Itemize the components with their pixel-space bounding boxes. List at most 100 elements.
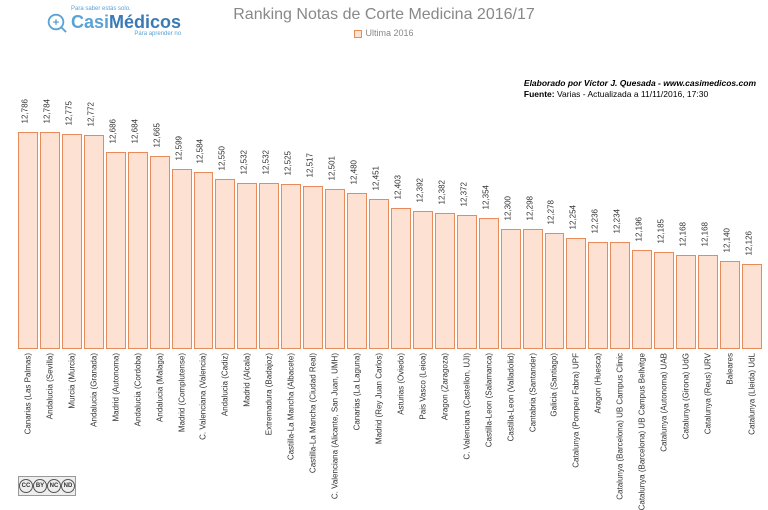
bar-value-label: 12,278 bbox=[547, 200, 556, 224]
bar: 12,684 bbox=[128, 152, 148, 349]
bar-category-label: Galicia (Santiago) bbox=[550, 353, 559, 417]
bar-value-label: 12,786 bbox=[20, 99, 29, 123]
bar-value-label: 12,392 bbox=[415, 178, 424, 202]
bar-value-label: 12,550 bbox=[218, 146, 227, 170]
bar-category-label: Aragon (Zaragoza) bbox=[440, 353, 449, 420]
bar: 12,298 bbox=[523, 229, 543, 349]
bar: 12,517 bbox=[303, 186, 323, 349]
bar-category-label: Pais Vasco (Leioa) bbox=[418, 353, 427, 420]
bar-value-label: 12,517 bbox=[306, 153, 315, 177]
bar: 12,168 bbox=[676, 255, 696, 349]
bar-category-label: Madrid (Autonoma) bbox=[111, 353, 120, 421]
bar-category-label: Catalunya (Barcelona) UB Campus Clinic bbox=[616, 353, 625, 500]
bar: 12,196 bbox=[632, 250, 652, 349]
bar-category-label: Andalucia (Malaga) bbox=[155, 353, 164, 422]
bar-category-label: Extremadura (Badajoz) bbox=[265, 353, 274, 435]
bar-value-label: 12,196 bbox=[635, 217, 644, 241]
bar: 12,354 bbox=[479, 218, 499, 349]
bar-value-label: 12,686 bbox=[108, 119, 117, 143]
bar-category-label: Aragon (Huesca) bbox=[594, 353, 603, 413]
bar: 12,532 bbox=[259, 183, 279, 349]
bar: 12,392 bbox=[413, 211, 433, 349]
bar: 12,525 bbox=[281, 184, 301, 349]
bar: 12,300 bbox=[501, 229, 521, 349]
bar: 12,185 bbox=[654, 252, 674, 349]
bar-value-label: 12,599 bbox=[174, 136, 183, 160]
logo-icon bbox=[45, 11, 67, 33]
bar-value-label: 12,298 bbox=[525, 196, 534, 220]
bar-value-label: 12,126 bbox=[744, 231, 753, 255]
chart-area: 12,78612,78412,77512,77212,68612,68412,6… bbox=[18, 55, 762, 474]
legend-label: Ultima 2016 bbox=[365, 28, 413, 38]
bar: 12,236 bbox=[588, 242, 608, 349]
bar: 12,382 bbox=[435, 213, 455, 349]
bar: 12,532 bbox=[237, 183, 257, 349]
bar-value-label: 12,168 bbox=[701, 222, 710, 246]
bar-category-label: Catalunya (Girona) UdG bbox=[682, 353, 691, 439]
bar: 12,550 bbox=[215, 179, 235, 349]
logo-name: CasiMédicos bbox=[71, 13, 181, 31]
bar-category-label: Andalucia (Cadiz) bbox=[221, 353, 230, 416]
bar-category-label: Madrid (Alcala) bbox=[243, 353, 252, 407]
bar: 12,278 bbox=[545, 233, 565, 349]
bar-category-label: Catalunya (Pompeu Fabra) UPF bbox=[572, 353, 581, 468]
bar-category-label: C. Valenciana (Valencia) bbox=[199, 353, 208, 440]
bar-category-label: Andalucia (Granada) bbox=[89, 353, 98, 427]
bar-value-label: 12,480 bbox=[350, 160, 359, 184]
bar-category-label: Andalucia (Cordoba) bbox=[133, 353, 142, 426]
bar: 12,665 bbox=[150, 156, 170, 349]
bar-value-label: 12,772 bbox=[86, 102, 95, 126]
bar: 12,451 bbox=[369, 199, 389, 349]
bar: 12,599 bbox=[172, 169, 192, 349]
bar-category-label: Baleares bbox=[725, 353, 734, 385]
bar-value-label: 12,354 bbox=[481, 185, 490, 209]
bar-category-label: C. Valenciana (Castellon, UJI) bbox=[462, 353, 471, 460]
attribution: Elaborado por Víctor J. Quesada - www.ca… bbox=[524, 78, 756, 100]
bar-category-label: Catalunya (Lleida) UdL bbox=[747, 353, 756, 435]
bar: 12,140 bbox=[720, 261, 740, 349]
bar-value-label: 12,784 bbox=[42, 99, 51, 123]
bar-value-label: 12,140 bbox=[722, 228, 731, 252]
bar-category-label: Madrid (Complutense) bbox=[177, 353, 186, 432]
bar-value-label: 12,684 bbox=[130, 119, 139, 143]
bar-category-label: Castilla-La Mancha (Ciudad Real) bbox=[309, 353, 318, 473]
bar: 12,786 bbox=[18, 132, 38, 349]
bar-value-label: 12,236 bbox=[591, 209, 600, 233]
bar-category-label: Castilla-Leon (Valladolid) bbox=[506, 353, 515, 441]
bar: 12,254 bbox=[566, 238, 586, 349]
bar-value-label: 12,185 bbox=[657, 219, 666, 243]
bar-value-label: 12,532 bbox=[240, 150, 249, 174]
bar-category-label: Murcia (Murcia) bbox=[67, 353, 76, 409]
bar: 12,403 bbox=[391, 208, 411, 349]
bar-value-label: 12,532 bbox=[262, 150, 271, 174]
bar-value-label: 12,234 bbox=[613, 209, 622, 233]
legend-swatch bbox=[354, 30, 362, 38]
bar-category-label: C. Valenciana (Alicante, San Juan, UMH) bbox=[331, 353, 340, 499]
bar-value-label: 12,775 bbox=[64, 101, 73, 125]
bar-value-label: 12,300 bbox=[503, 196, 512, 220]
bar-value-label: 12,382 bbox=[437, 180, 446, 204]
bar: 12,775 bbox=[62, 134, 82, 349]
bar-value-label: 12,501 bbox=[328, 156, 337, 180]
bar-value-label: 12,372 bbox=[459, 182, 468, 206]
bar-value-label: 12,254 bbox=[569, 205, 578, 229]
bar-value-label: 12,451 bbox=[371, 166, 380, 190]
bar-category-label: Madrid (Rey Juan Carlos) bbox=[374, 353, 383, 444]
bar: 12,784 bbox=[40, 132, 60, 349]
bar: 12,501 bbox=[325, 189, 345, 349]
bar: 12,234 bbox=[610, 242, 630, 349]
bar-category-label: Catalunya (Reus) URV bbox=[704, 353, 713, 434]
bar: 12,168 bbox=[698, 255, 718, 349]
bar-category-label: Catalunya (Autonoma) UAB bbox=[660, 353, 669, 452]
bar-value-label: 12,525 bbox=[284, 151, 293, 175]
bar-category-label: Asturias (Oviedo) bbox=[396, 353, 405, 415]
bar: 12,126 bbox=[742, 264, 762, 349]
bar-value-label: 12,168 bbox=[679, 222, 688, 246]
bar: 12,686 bbox=[106, 152, 126, 349]
bar-value-label: 12,403 bbox=[393, 175, 402, 199]
bar-category-label: Canarias (Las Palmas) bbox=[23, 353, 32, 434]
logo-tagline-2: Para aprender no bbox=[71, 31, 181, 38]
bar: 12,772 bbox=[84, 135, 104, 349]
bar-category-label: Cantabria (Santander) bbox=[528, 353, 537, 432]
bar: 12,480 bbox=[347, 193, 367, 349]
